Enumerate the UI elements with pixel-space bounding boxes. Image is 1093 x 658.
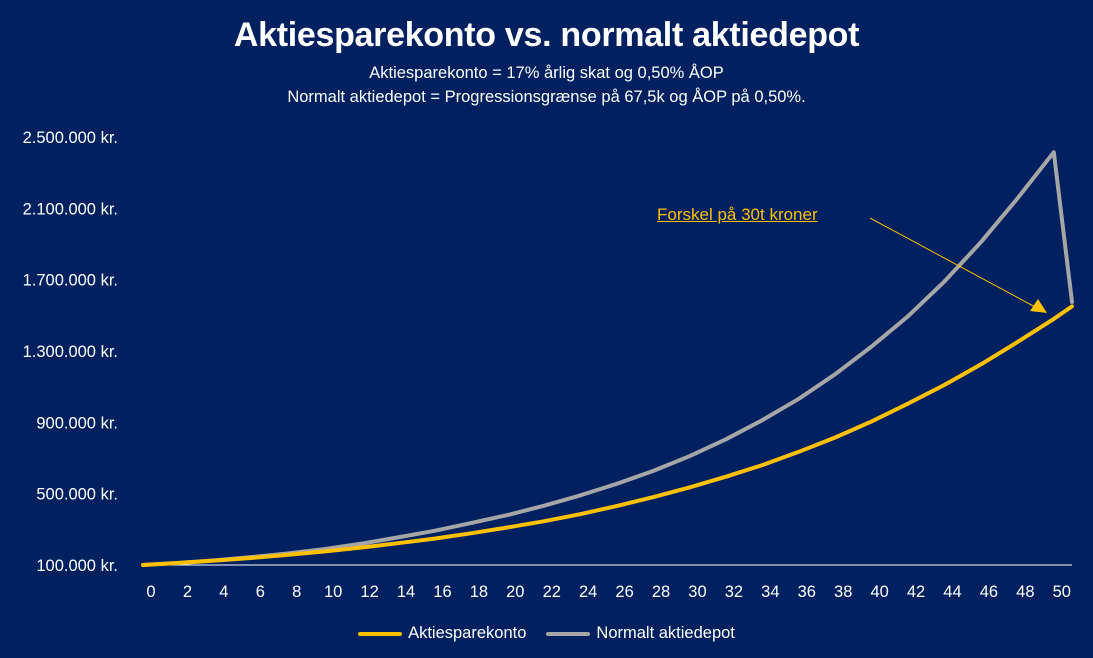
series-line-normalt-aktiedepot [141,150,1074,567]
annotation-arrowhead [1030,299,1047,313]
x-axis-ticks: 0 2 4 6 8 10 12 14 16 18 20 22 24 26 28 30 32 34 36 38 40 42 4… [146,583,1071,601]
x-tick-label: 44 [943,583,961,601]
x-tick-label: 24 [579,583,597,601]
x-tick-label: 50 [1053,583,1071,601]
x-tick-label: 22 [543,583,561,601]
y-tick-label: 1.300.000 kr. [23,343,118,361]
y-tick-label: 2.500.000 kr. [23,129,118,147]
x-tick-label: 38 [834,583,852,601]
x-tick-label: 10 [324,583,342,601]
chart-subtitle-1: Aktiesparekonto = 17% årlig skat og 0,50… [369,64,724,82]
x-tick-label: 42 [907,583,925,601]
y-tick-label: 900.000 kr. [36,414,118,432]
annotation-arrow [869,217,1038,309]
x-tick-label: 32 [725,583,743,601]
x-tick-label: 20 [506,583,524,601]
x-tick-label: 16 [433,583,451,601]
x-tick-label: 8 [292,583,301,601]
x-tick-label: 14 [397,583,415,601]
x-tick-label: 30 [688,583,706,601]
chart-title: Aktiesparekonto vs. normalt aktiedepot [233,16,860,54]
chart-subtitle-2: Normalt aktiedepot = Progressionsgrænse … [287,88,806,106]
x-tick-label: 2 [183,583,192,601]
legend-item-aktiesparekonto[interactable]: Aktiesparekonto [358,624,526,643]
y-axis-ticks: 100.000 kr. 500.000 kr. 900.000 kr. 1.300.0… [23,129,118,575]
x-tick-label: 26 [615,583,633,601]
legend-label-normalt-aktiedepot: Normalt aktiedepot [596,624,735,642]
x-tick-label: 34 [761,583,779,601]
x-tick-label: 6 [256,583,265,601]
x-tick-label: 40 [870,583,888,601]
series-line-aktiesparekonto [141,304,1074,567]
y-tick-label: 500.000 kr. [36,486,118,504]
x-tick-label: 36 [798,583,816,601]
x-tick-label: 12 [360,583,378,601]
y-tick-label: 2.100.000 kr. [23,200,118,218]
y-tick-label: 1.700.000 kr. [23,272,118,290]
legend-swatch-aktiesparekonto [358,631,403,636]
x-tick-label: 28 [652,583,670,601]
x-tick-label: 46 [980,583,998,601]
series-lines [141,150,1074,567]
x-tick-label: 0 [146,583,155,601]
x-tick-label: 4 [219,583,228,601]
legend: Aktiesparekonto Normalt aktiedepot [0,624,1093,643]
y-tick-label: 100.000 kr. [36,557,118,575]
legend-swatch-normalt-aktiedepot [546,631,591,636]
legend-item-normalt-aktiedepot[interactable]: Normalt aktiedepot [546,624,735,643]
annotation-text: Forskel på 30t kroner [657,205,818,224]
legend-label-aktiesparekonto: Aktiesparekonto [408,624,527,642]
x-tick-label: 18 [470,583,488,601]
x-tick-label: 48 [1016,583,1034,601]
